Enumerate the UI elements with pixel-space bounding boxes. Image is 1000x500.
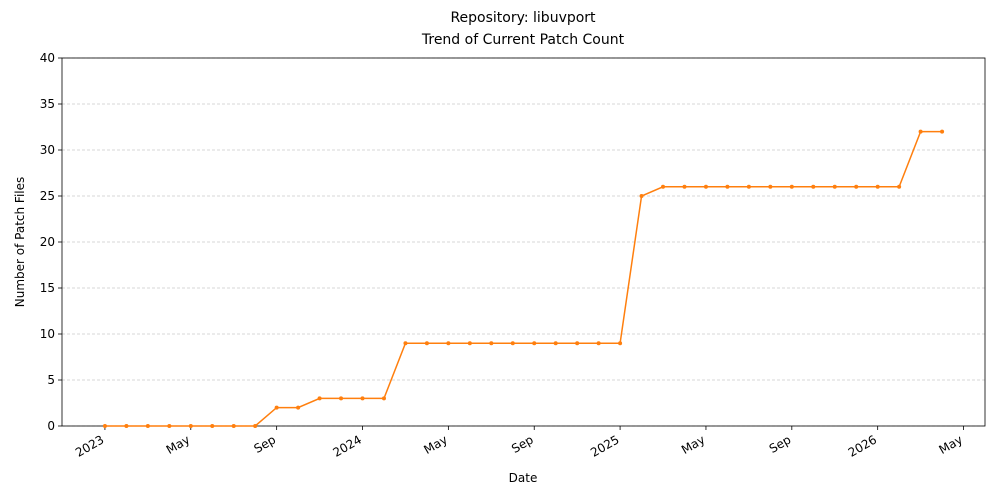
marker (875, 184, 880, 189)
marker (768, 184, 773, 189)
marker (725, 184, 730, 189)
marker (532, 341, 537, 346)
x-tick-label: 2023 (73, 432, 106, 459)
y-tick-label: 0 (47, 419, 55, 433)
marker (789, 184, 794, 189)
marker (403, 341, 408, 346)
x-tick-label: 2026 (846, 432, 879, 459)
x-tick-label: May (164, 432, 192, 457)
y-tick-label: 40 (40, 51, 55, 65)
marker (746, 184, 751, 189)
marker (102, 424, 107, 428)
marker (811, 184, 816, 189)
marker (682, 184, 687, 189)
marker (145, 424, 150, 428)
marker (296, 405, 301, 410)
marker (317, 396, 322, 401)
y-tick-label: 35 (40, 97, 55, 111)
marker (339, 396, 344, 401)
y-tick-label: 10 (40, 327, 55, 341)
x-tick-label: May (937, 432, 965, 457)
marker (489, 341, 494, 346)
marker (575, 341, 580, 346)
x-tick-label: Sep (509, 432, 536, 455)
marker (832, 184, 837, 189)
line (104, 130, 943, 427)
marker (703, 184, 708, 189)
x-tick-label: Sep (767, 432, 794, 455)
x-tick-label: May (679, 432, 707, 457)
x-tick-label: 2025 (588, 432, 621, 459)
plot-frame (61, 57, 986, 427)
x-tick-label: 2024 (331, 432, 364, 459)
marker (446, 341, 451, 346)
marker (854, 184, 859, 189)
marker (639, 194, 644, 198)
chart-title: Repository: libuvport (450, 10, 596, 26)
marker (381, 396, 386, 401)
marker (897, 184, 902, 189)
x-tick-label: May (421, 432, 449, 457)
marker (553, 341, 558, 346)
chart-subtitle: Trend of Current Patch Count (421, 32, 625, 48)
x-tick-label: Sep (252, 432, 279, 455)
marker (618, 341, 623, 346)
marker (274, 405, 279, 410)
y-tick-label: 15 (40, 281, 55, 295)
y-tick-label: 20 (40, 235, 55, 249)
x-axis-label: Date (509, 471, 538, 485)
marker (210, 424, 215, 428)
marker (661, 184, 666, 189)
marker (424, 341, 429, 346)
marker (231, 424, 236, 428)
marker (124, 424, 129, 428)
y-tick-label: 30 (40, 143, 55, 157)
marker (940, 129, 945, 134)
y-axis-label: Number of Patch Files (13, 177, 27, 308)
marker (596, 341, 601, 346)
marker (467, 341, 472, 346)
marker (167, 424, 172, 428)
marker (188, 424, 193, 428)
y-tick-label: 25 (40, 189, 55, 203)
marker (360, 396, 365, 401)
marker (918, 129, 923, 134)
marker (253, 424, 258, 428)
y-tick-label: 5 (47, 373, 55, 387)
marker (510, 341, 515, 346)
